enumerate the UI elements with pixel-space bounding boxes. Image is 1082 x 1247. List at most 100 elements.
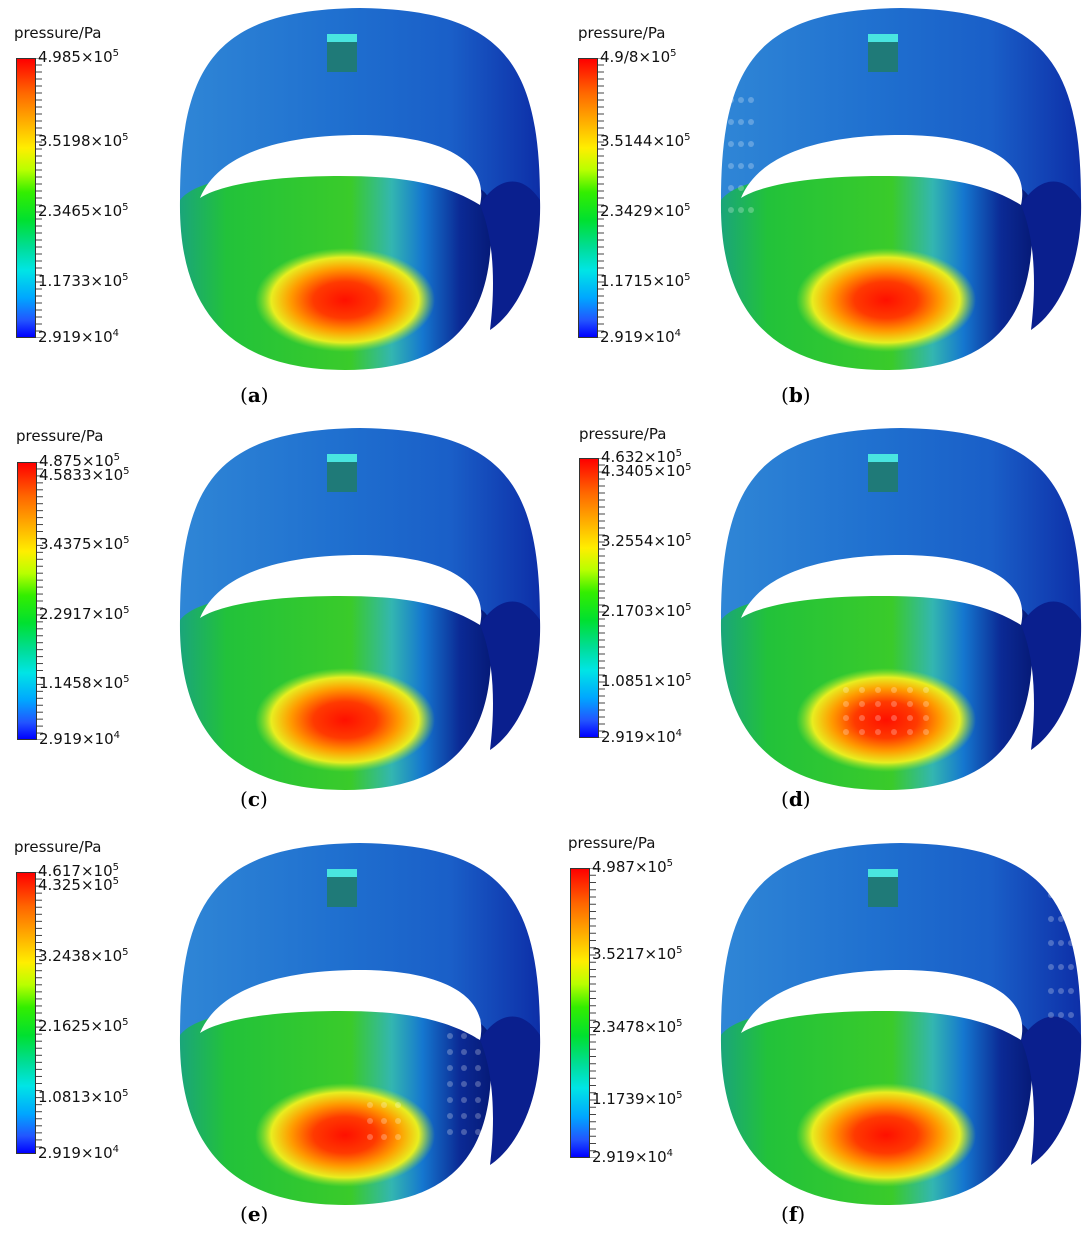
- cylinder-outer-surface: [721, 843, 1081, 1085]
- nozzle-top: [327, 34, 357, 42]
- legend-title: pressure/Pa: [568, 834, 656, 852]
- hole-marker: [738, 141, 744, 147]
- hole-marker: [1058, 892, 1064, 898]
- pressure-ring-render: [720, 843, 1082, 1205]
- tick-exponent: 5: [685, 602, 692, 613]
- tick-exponent: 5: [684, 202, 691, 213]
- panel-letter: e: [247, 1202, 261, 1226]
- hole-marker: [875, 687, 881, 693]
- scale-tick-label: 2.3465×105: [38, 202, 129, 220]
- tick-mantissa: 4.985: [38, 48, 81, 66]
- hole-marker: [859, 729, 865, 735]
- tick-exponent: 5: [685, 532, 692, 543]
- pressure-hotspot: [255, 248, 435, 352]
- cylinder-opening: [200, 970, 482, 1040]
- cylinder-right-edge: [480, 181, 541, 330]
- pressure-hotspot: [796, 248, 976, 352]
- scale-tick-label: 2.3478×105: [592, 1017, 683, 1036]
- tick-exponent: 5: [685, 462, 692, 473]
- hole-marker: [461, 1049, 467, 1055]
- hole-marker: [728, 185, 734, 191]
- hole-marker: [475, 1049, 481, 1055]
- tick-mantissa: 4.325: [38, 876, 81, 895]
- scale-tick-label: 3.2554×105: [601, 532, 692, 550]
- hole-marker: [843, 715, 849, 721]
- hole-marker: [367, 1118, 373, 1124]
- tick-mantissa: 2.1703: [601, 602, 654, 620]
- panel-b: pressure/Pa 4.9/8×105 3.5144×105 2.3429×105…: [541, 0, 1082, 415]
- hole-marker: [891, 701, 897, 707]
- tick-mantissa: 2.919: [38, 1144, 81, 1162]
- color-scale-bar: [16, 58, 36, 338]
- pressure-ring-render: [179, 8, 541, 370]
- hole-marker: [728, 119, 734, 125]
- tick-exponent: 5: [122, 202, 129, 213]
- scale-tick-label: 4.5833×105: [39, 465, 130, 484]
- scale-tick-label: 3.5198×105: [38, 132, 129, 150]
- hole-marker: [738, 119, 744, 125]
- scale-tick-label: 4.987×105: [592, 858, 673, 876]
- hole-marker: [748, 119, 754, 125]
- hole-marker: [475, 1017, 481, 1023]
- tick-mantissa: 4.632: [601, 448, 644, 466]
- scale-ticks: [37, 462, 43, 740]
- tick-exponent: 4: [666, 1148, 673, 1159]
- hole-marker: [381, 1102, 387, 1108]
- tick-mantissa: 1.0813: [38, 1087, 91, 1106]
- tick-exponent: 4: [112, 328, 119, 339]
- hole-marker: [395, 1134, 401, 1140]
- tick-mantissa: 4.5833: [39, 465, 92, 484]
- hole-marker: [367, 1134, 373, 1140]
- scale-tick-label: 4.632×105: [601, 448, 682, 466]
- nozzle-top: [868, 869, 898, 877]
- hole-marker: [1058, 916, 1064, 922]
- pressure-ring-render: [720, 428, 1082, 790]
- tick-mantissa: 3.5144: [600, 132, 653, 150]
- tick-exponent: 4: [674, 328, 681, 339]
- hole-marker: [1048, 1012, 1054, 1018]
- nozzle-box: [327, 462, 357, 492]
- hole-marker: [738, 207, 744, 213]
- nozzle-box: [327, 42, 357, 72]
- tick-exponent: 5: [112, 48, 119, 59]
- pressure-ring-render: [179, 428, 541, 790]
- hole-marker: [875, 715, 881, 721]
- cylinder-outer-surface: [180, 843, 540, 1085]
- tick-exponent: 5: [123, 465, 130, 477]
- hole-marker: [395, 1118, 401, 1124]
- scale-ticks: [36, 58, 42, 338]
- nozzle-box: [868, 42, 898, 72]
- tick-exponent: 5: [676, 945, 683, 956]
- nozzle-box: [327, 877, 357, 907]
- cylinder-right-edge: [480, 1016, 541, 1165]
- pressure-hotspot: [796, 668, 976, 772]
- panel-d: pressure/Pa 4.632×105 4.3405×105 3.2554×105…: [541, 415, 1082, 830]
- tick-mantissa: 4.875: [39, 452, 82, 470]
- tick-exponent: 5: [684, 272, 691, 283]
- tick-exponent: 4: [113, 730, 120, 741]
- tick-exponent: 5: [684, 132, 691, 143]
- hole-marker: [1058, 1012, 1064, 1018]
- scale-tick-label: 3.4375×105: [39, 535, 130, 554]
- legend-title: pressure/Pa: [578, 24, 666, 42]
- hole-marker: [475, 1113, 481, 1119]
- tick-exponent: 5: [676, 1090, 683, 1101]
- hole-marker: [907, 715, 913, 721]
- color-scale-bar: [578, 58, 598, 338]
- scale-tick-label: 2.2917×105: [39, 604, 130, 623]
- scale-tick-label: 2.3429×105: [600, 202, 691, 220]
- cylinder-opening: [741, 555, 1023, 625]
- tick-exponent: 5: [676, 1017, 683, 1029]
- cylinder-outer-surface: [721, 8, 1081, 250]
- hole-marker: [1058, 964, 1064, 970]
- panel-caption: (b): [781, 383, 811, 407]
- scale-tick-label: 4.3405×105: [601, 462, 692, 480]
- panel-e: pressure/Pa 4.617×105 4.325×105 3.2438×105 2…: [0, 830, 541, 1245]
- pressure-ring-render: [720, 8, 1082, 370]
- hole-marker: [923, 729, 929, 735]
- cylinder-right-edge: [480, 601, 541, 750]
- tick-exponent: 5: [112, 862, 119, 873]
- panel-c: pressure/Pa 4.875×105 4.5833×105 3.4375×105…: [0, 415, 541, 830]
- tick-exponent: 5: [123, 674, 130, 686]
- cylinder-opening: [200, 555, 482, 625]
